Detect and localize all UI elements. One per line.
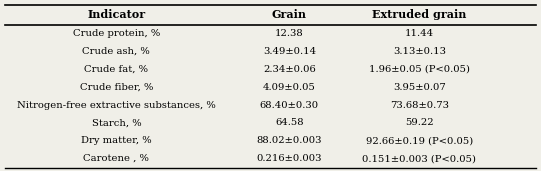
Text: Crude ash, %: Crude ash, % [82, 47, 150, 56]
Text: 1.96±0.05 (P<0.05): 1.96±0.05 (P<0.05) [369, 65, 470, 74]
Text: 0.216±0.003: 0.216±0.003 [256, 154, 322, 163]
Text: Grain: Grain [272, 9, 307, 21]
Text: 88.02±0.003: 88.02±0.003 [256, 136, 322, 145]
Text: Indicator: Indicator [87, 9, 146, 21]
Text: 2.34±0.06: 2.34±0.06 [263, 65, 316, 74]
Text: Crude fiber, %: Crude fiber, % [80, 83, 153, 92]
Text: Carotene , %: Carotene , % [83, 154, 149, 163]
Text: 3.49±0.14: 3.49±0.14 [263, 47, 316, 56]
Text: 3.95±0.07: 3.95±0.07 [393, 83, 446, 92]
Text: Starch, %: Starch, % [91, 119, 141, 127]
Text: 12.38: 12.38 [275, 29, 304, 38]
Text: 68.40±0.30: 68.40±0.30 [260, 101, 319, 110]
Text: 11.44: 11.44 [405, 29, 434, 38]
Text: 73.68±0.73: 73.68±0.73 [390, 101, 449, 110]
Text: Extruded grain: Extruded grain [372, 9, 466, 21]
Text: 92.66±0.19 (P<0.05): 92.66±0.19 (P<0.05) [366, 136, 473, 145]
Text: Nitrogen-free extractive substances, %: Nitrogen-free extractive substances, % [17, 101, 216, 110]
Text: Crude protein, %: Crude protein, % [72, 29, 160, 38]
Text: 0.151±0.003 (P<0.05): 0.151±0.003 (P<0.05) [362, 154, 476, 163]
Text: 4.09±0.05: 4.09±0.05 [263, 83, 316, 92]
Text: Dry matter, %: Dry matter, % [81, 136, 151, 145]
Text: 3.13±0.13: 3.13±0.13 [393, 47, 446, 56]
Text: Crude fat, %: Crude fat, % [84, 65, 148, 74]
Text: 64.58: 64.58 [275, 119, 304, 127]
Text: 59.22: 59.22 [405, 119, 433, 127]
